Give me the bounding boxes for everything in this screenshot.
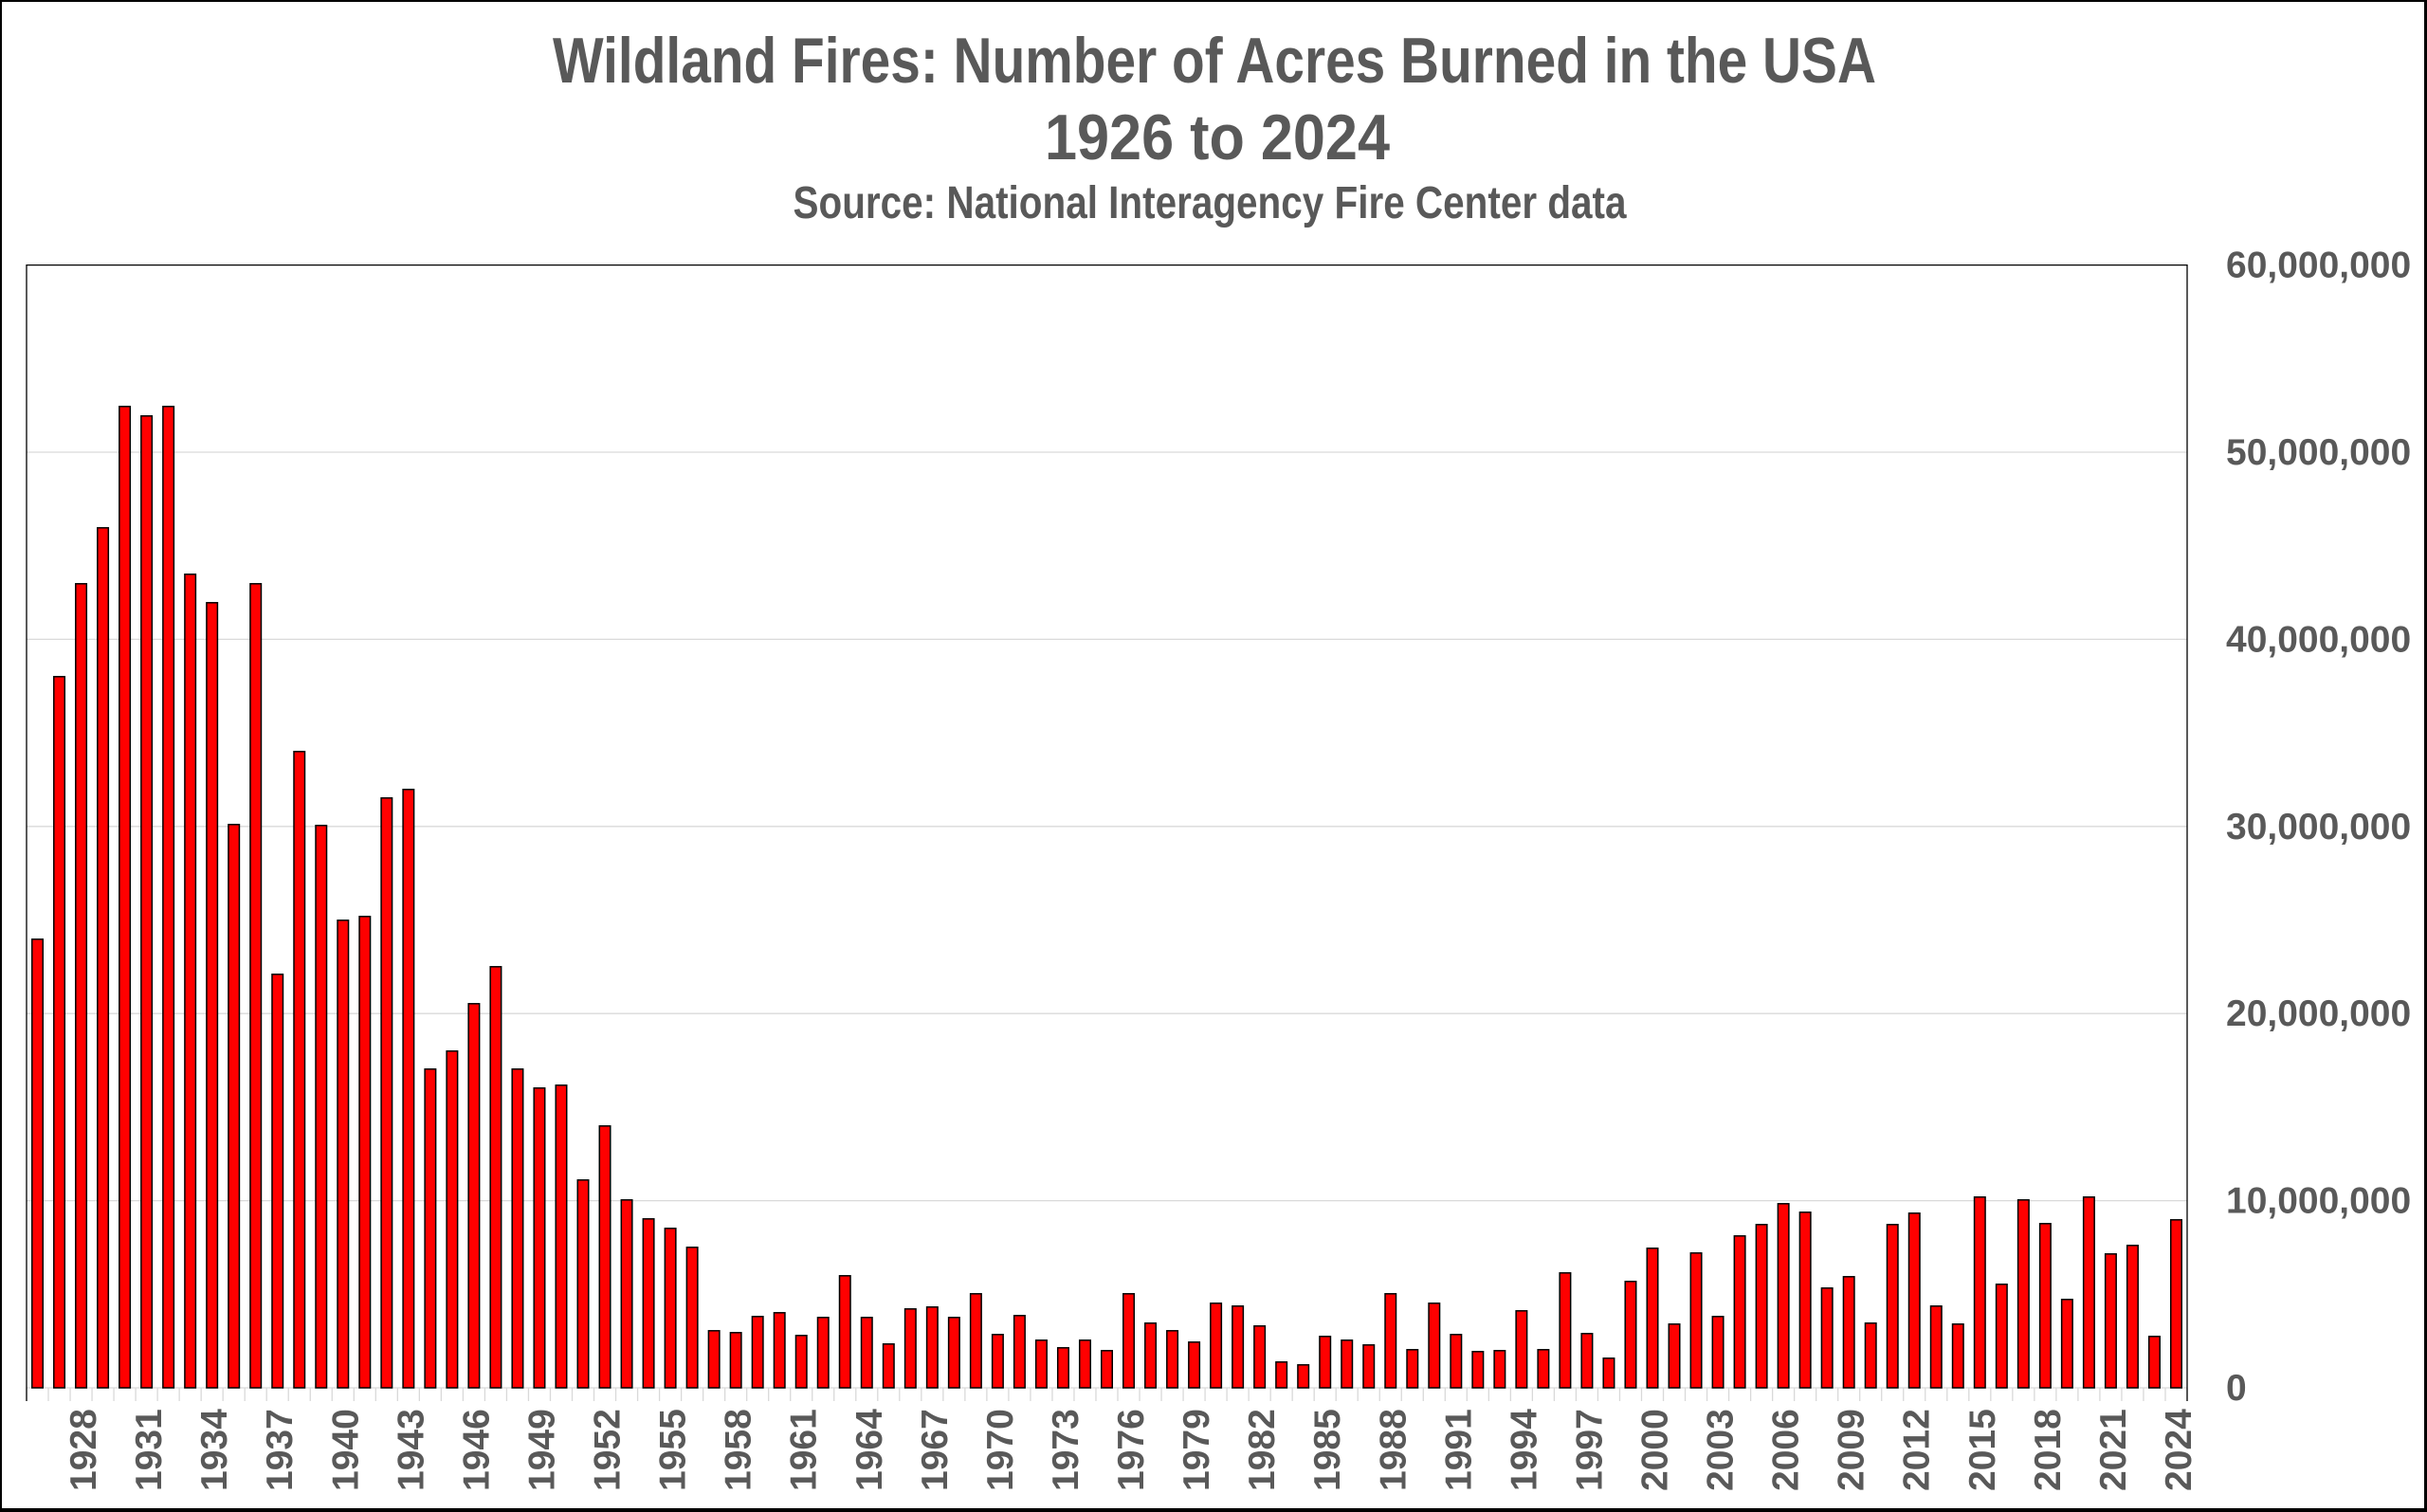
svg-text:50,000,000: 50,000,000 [2226,432,2411,473]
svg-text:1940: 1940 [325,1409,366,1491]
svg-text:0: 0 [2226,1368,2247,1409]
svg-text:30,000,000: 30,000,000 [2226,807,2411,847]
svg-text:2003: 2003 [1701,1409,1742,1491]
svg-text:1955: 1955 [653,1409,694,1491]
svg-text:1958: 1958 [719,1409,759,1491]
svg-text:1988: 1988 [1373,1409,1414,1491]
svg-text:1964: 1964 [849,1409,890,1491]
svg-text:10,000,000: 10,000,000 [2226,1181,2411,1222]
svg-text:2024: 2024 [2159,1409,2199,1491]
svg-text:1949: 1949 [522,1409,563,1491]
svg-text:40,000,000: 40,000,000 [2226,619,2411,660]
svg-text:1967: 1967 [915,1409,956,1491]
svg-text:1926 to 2024: 1926 to 2024 [1045,101,1390,173]
svg-text:1961: 1961 [784,1409,825,1491]
svg-text:2006: 2006 [1766,1409,1807,1491]
svg-text:2009: 2009 [1832,1409,1872,1491]
svg-text:20,000,000: 20,000,000 [2226,993,2411,1034]
svg-text:2015: 2015 [1962,1409,2003,1491]
svg-text:2018: 2018 [2028,1409,2069,1491]
svg-text:1928: 1928 [64,1409,104,1491]
svg-text:2000: 2000 [1635,1409,1676,1491]
svg-text:1997: 1997 [1569,1409,1610,1491]
svg-text:1973: 1973 [1046,1409,1086,1491]
svg-text:1931: 1931 [129,1409,170,1491]
svg-text:1952: 1952 [588,1409,629,1491]
svg-text:1934: 1934 [194,1409,235,1491]
svg-text:1991: 1991 [1438,1409,1479,1491]
svg-text:2021: 2021 [2093,1409,2134,1491]
svg-text:1937: 1937 [260,1409,301,1491]
svg-text:Source: National Interagency F: Source: National Interagency Fire Center… [794,178,1627,228]
svg-text:1994: 1994 [1504,1409,1544,1491]
svg-text:1976: 1976 [1111,1409,1152,1491]
svg-text:1943: 1943 [391,1409,431,1491]
svg-text:1970: 1970 [980,1409,1021,1491]
svg-text:60,000,000: 60,000,000 [2226,246,2411,286]
svg-text:1946: 1946 [456,1409,497,1491]
svg-text:1979: 1979 [1177,1409,1217,1491]
svg-text:1985: 1985 [1307,1409,1348,1491]
svg-text:Wildland Fires: Number of Acre: Wildland Fires: Number of Acres Burned i… [553,25,1876,97]
svg-text:2012: 2012 [1897,1409,1938,1491]
svg-text:1982: 1982 [1242,1409,1283,1491]
